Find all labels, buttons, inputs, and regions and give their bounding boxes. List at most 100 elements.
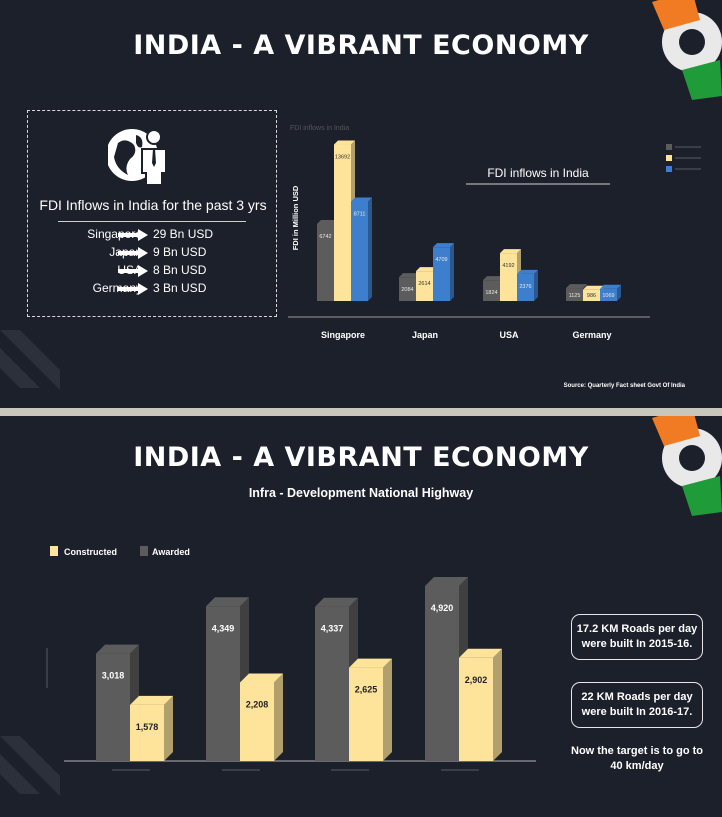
bar-top	[433, 243, 454, 248]
fdi-summary-heading: FDI Inflows in India for the past 3 yrs	[39, 197, 267, 213]
bar-front	[483, 280, 500, 301]
decorative-stripes	[0, 330, 60, 390]
fdi-country: Germany	[92, 281, 142, 295]
fdi-bar-value-label: 986	[587, 293, 596, 299]
faded-year-label	[222, 769, 260, 771]
faded-year-label	[112, 769, 150, 771]
awarded-value-label: 4,337	[321, 624, 344, 634]
bar-top	[600, 284, 621, 289]
bar-top	[334, 140, 355, 145]
target-note: Now the target is to go to 40 km/day	[571, 745, 703, 772]
bar-top	[349, 658, 392, 668]
source-note: Source: Quarterly Fact sheet Govt Of Ind…	[563, 383, 685, 389]
bar-front	[459, 657, 493, 761]
gear-flag-icon	[652, 0, 722, 100]
bar-side	[164, 695, 173, 761]
fdi-category-label: USA	[499, 330, 519, 340]
bar-front	[351, 201, 368, 301]
bar-front	[349, 667, 383, 761]
fdi-bar	[517, 269, 538, 301]
fdi-legend-swatch	[666, 155, 672, 161]
bar-top	[483, 276, 504, 281]
bar-top	[583, 285, 604, 290]
fdi-value: 29 Bn USD	[153, 227, 214, 241]
awarded-value-label: 4,920	[431, 603, 454, 613]
constructed-bar	[459, 648, 502, 761]
fdi-bar-chart: 6742 13692 8711 Singapore 2084 2614 4709 Japan 1…	[288, 125, 701, 340]
fdi-summary-divider	[58, 221, 246, 222]
bar-front	[315, 606, 349, 761]
fdi-country: Singapore	[87, 227, 142, 241]
fdi-legend-faded-text	[675, 146, 701, 148]
legend-swatch-awarded	[140, 546, 148, 556]
bar-side	[534, 269, 538, 301]
bar-front	[334, 144, 351, 301]
bar-top	[130, 695, 173, 705]
bar-front	[317, 223, 334, 301]
fdi-bar	[600, 284, 621, 301]
bar-top	[517, 269, 538, 274]
fdi-bar-value-label: 4192	[502, 263, 514, 269]
bar-side	[493, 648, 502, 761]
fdi-value: 3 Bn USD	[153, 281, 207, 295]
fdi-legend-swatch	[666, 144, 672, 150]
arrow-right-icon	[118, 229, 148, 241]
awarded-value-label: 3,018	[102, 671, 125, 681]
fdi-row: Japan 9 Bn USD	[28, 245, 278, 261]
constructed-value-label: 2,902	[465, 675, 488, 685]
fdi-bar-value-label: 8711	[354, 211, 366, 217]
awarded-bar	[315, 597, 358, 761]
constructed-bar	[130, 695, 173, 761]
legend-label-awarded: Awarded	[152, 547, 190, 557]
faded-year-label	[331, 769, 369, 771]
slide-1: INDIA - A VIBRANT ECONOMY FDI Inflows in…	[0, 0, 722, 408]
bar-top	[566, 284, 587, 289]
fdi-row: Germany 3 Bn USD	[28, 281, 278, 297]
bar-top	[96, 644, 139, 654]
constructed-value-label: 1,578	[136, 722, 159, 732]
page-title: INDIA - A VIBRANT ECONOMY	[133, 30, 589, 61]
arrow-right-icon	[118, 247, 148, 259]
legend-swatch-constructed	[50, 546, 58, 556]
faded-y-axis-label	[46, 648, 48, 688]
info-box-2015-16: 17.2 KM Roads per day were built In 2015…	[571, 614, 703, 660]
highway-bar-chart: 3,018 1,578 4,349 2,208 4,337 2,625 4,920 2,902…	[46, 546, 536, 771]
bar-front	[583, 289, 600, 301]
fdi-row: USA 8 Bn USD	[28, 263, 278, 279]
legend-label-constructed: Constructed	[64, 547, 117, 557]
bar-front	[600, 288, 617, 301]
bar-front	[96, 653, 130, 761]
bar-top	[399, 273, 420, 278]
bar-top	[206, 597, 249, 607]
bar-front	[206, 606, 240, 761]
fdi-legend-faded-text	[675, 157, 701, 159]
bar-side	[617, 284, 621, 301]
fdi-summary-box: FDI Inflows in India for the past 3 yrs …	[27, 110, 277, 317]
fdi-category-label: Germany	[572, 330, 611, 340]
decorative-stripes	[0, 736, 60, 796]
bar-front	[566, 288, 583, 301]
bar-front	[425, 585, 459, 761]
bar-top	[351, 197, 372, 202]
fdi-bar	[351, 197, 372, 301]
bar-front	[500, 253, 517, 301]
bar-side	[368, 197, 372, 301]
constructed-value-label: 2,625	[355, 685, 378, 695]
fdi-row: Singapore 29 Bn USD	[28, 227, 278, 243]
bar-side	[274, 673, 283, 761]
arrow-right-icon	[118, 265, 148, 277]
bar-top	[317, 219, 338, 224]
bar-top	[315, 597, 358, 607]
bar-top	[425, 576, 468, 586]
fdi-bar-value-label: 1125	[569, 293, 581, 299]
fdi-bar-value-label: 2614	[418, 281, 430, 287]
bar-front	[517, 273, 534, 301]
fdi-y-axis-label: FDI in Million USD	[291, 185, 300, 250]
bar-side	[450, 243, 454, 301]
fdi-legend-swatch	[666, 166, 672, 172]
bar-front	[399, 277, 416, 301]
bar-front	[433, 247, 450, 301]
fdi-bar-value-label: 4709	[435, 257, 447, 263]
fdi-bar-value-label: 2376	[519, 284, 531, 290]
bar-top	[240, 673, 283, 683]
